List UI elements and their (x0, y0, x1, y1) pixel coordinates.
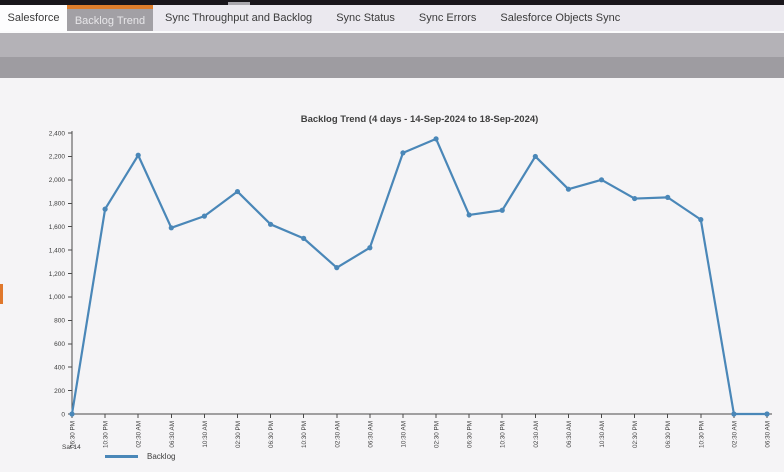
svg-text:200: 200 (54, 388, 65, 395)
tab-label: Salesforce (7, 12, 60, 24)
chart-title: Backlog Trend (4 days - 14-Sep-2024 to 1… (300, 114, 539, 125)
svg-text:1,600: 1,600 (49, 224, 66, 231)
tab-sync-status[interactable]: Sync Status (324, 5, 407, 31)
tab-salesforce-objects-sync[interactable]: Salesforce Objects Sync (488, 5, 632, 31)
svg-text:800: 800 (54, 318, 65, 325)
svg-text:02:30 AM: 02:30 AM (136, 421, 143, 448)
svg-text:06:30 PM: 06:30 PM (70, 421, 77, 448)
svg-text:10:30 AM: 10:30 AM (400, 421, 407, 448)
tab-salesforce[interactable]: Salesforce (0, 5, 67, 31)
legend-line-swatch (105, 455, 138, 458)
left-edge-panel-handle[interactable] (0, 284, 3, 304)
svg-text:2,000: 2,000 (49, 177, 66, 184)
svg-text:1,800: 1,800 (49, 201, 66, 208)
svg-text:10:30 PM: 10:30 PM (103, 421, 110, 448)
svg-text:1,000: 1,000 (49, 294, 66, 301)
svg-text:0: 0 (61, 411, 65, 418)
svg-text:06:30 AM: 06:30 AM (765, 421, 772, 448)
svg-text:10:30 PM: 10:30 PM (301, 421, 308, 448)
svg-text:06:30 AM: 06:30 AM (169, 421, 176, 448)
svg-text:02:30 AM: 02:30 AM (731, 421, 738, 448)
svg-text:10:30 AM: 10:30 AM (202, 421, 209, 448)
tab-label: Sync Throughput and Backlog (165, 12, 313, 24)
toolbar-band-lower (0, 57, 784, 78)
tab-sync-throughput-and-backlog[interactable]: Sync Throughput and Backlog (153, 5, 324, 31)
svg-text:10:30 PM: 10:30 PM (698, 421, 705, 448)
svg-text:06:30 PM: 06:30 PM (665, 421, 672, 448)
svg-text:1,400: 1,400 (49, 247, 66, 254)
tab-sync-errors[interactable]: Sync Errors (407, 5, 488, 31)
svg-text:02:30 AM: 02:30 AM (533, 421, 540, 448)
svg-text:06:30 PM: 06:30 PM (268, 421, 275, 448)
svg-text:06:30 AM: 06:30 AM (566, 421, 573, 448)
svg-text:400: 400 (54, 364, 65, 371)
svg-text:02:30 PM: 02:30 PM (235, 421, 242, 448)
tab-label: Sync Status (336, 12, 395, 24)
svg-text:02:30 PM: 02:30 PM (434, 421, 441, 448)
tab-label: Sync Errors (418, 12, 477, 24)
x-axis-day-label: Sat 14 (62, 444, 81, 451)
tab-backlog-trend[interactable]: Backlog Trend (67, 5, 153, 33)
tab-bar-bottom-edge (0, 31, 784, 33)
legend-series-label[interactable]: Backlog (147, 452, 176, 461)
tab-label: Backlog Trend (74, 15, 146, 27)
svg-text:06:30 PM: 06:30 PM (467, 421, 474, 448)
svg-text:1,200: 1,200 (49, 271, 66, 278)
svg-text:02:30 AM: 02:30 AM (334, 421, 341, 448)
svg-text:10:30 PM: 10:30 PM (500, 421, 507, 448)
svg-text:2,400: 2,400 (49, 130, 66, 137)
svg-text:02:30 PM: 02:30 PM (632, 421, 639, 448)
svg-text:2,200: 2,200 (49, 154, 66, 161)
chart-legend: Backlog (105, 452, 175, 461)
svg-text:06:30 AM: 06:30 AM (367, 421, 374, 448)
svg-text:10:30 AM: 10:30 AM (599, 421, 606, 448)
tab-label: Salesforce Objects Sync (500, 12, 621, 24)
toolbar-band-upper (0, 33, 784, 57)
svg-text:600: 600 (54, 341, 65, 348)
tab-bar: Salesforce Backlog Trend Sync Throughput… (0, 5, 784, 33)
